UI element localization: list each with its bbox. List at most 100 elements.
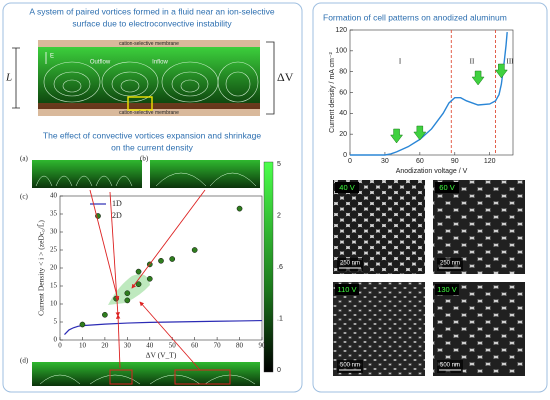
y-tick-label: 20: [339, 131, 347, 138]
scale-label: 500 nm: [440, 363, 460, 369]
data-point: [79, 321, 86, 328]
x-axis-label: Anodization voltage / V: [396, 168, 468, 175]
y-tick-label: 80: [339, 69, 347, 76]
data-point: [236, 205, 243, 212]
pointer-arrow: [139, 301, 201, 371]
data-point: [146, 275, 153, 282]
legend-label: 2D: [112, 211, 122, 220]
y-tick-label: 40: [50, 192, 58, 200]
panel-title: Formation of cell patterns on anodized a…: [323, 12, 507, 22]
colorbar-label: 2: [277, 212, 281, 219]
y-tick-label: 0: [54, 336, 58, 344]
arrow: [471, 70, 485, 86]
voltage-label: 40 V: [339, 183, 354, 192]
panel-label: (a): [20, 155, 28, 163]
scale-label: 250 nm: [440, 261, 460, 267]
pointer-arrow: [89, 189, 120, 301]
label-box: [335, 284, 359, 295]
arrow: [390, 128, 404, 144]
x-tick-label: 0: [58, 342, 62, 350]
x-tick-label: 70: [214, 342, 222, 350]
panel-label: (b): [140, 155, 149, 163]
data-point: [102, 311, 108, 318]
simulation-image: [32, 362, 260, 386]
data-line: [350, 32, 508, 156]
colorbar-labels: 5 2 .6 .1 0: [277, 161, 283, 374]
colorbar-label: 5: [277, 161, 281, 168]
region-label: II: [470, 58, 475, 66]
simulation-image: [150, 160, 260, 188]
x-tick-label: 10: [79, 342, 87, 350]
y-tick-label: 100: [335, 48, 347, 55]
highlight-box: [174, 369, 231, 385]
micrographs: 40 V 250 nm 60 V 250 nm 110 V 500 nm 130 V 500 …: [333, 180, 525, 376]
voltage-label: ΔV: [277, 70, 294, 84]
colorbar: [263, 161, 274, 373]
y-tick-label: 25: [50, 246, 58, 254]
height-label: L: [5, 72, 12, 84]
voltage-label: 110 V: [337, 285, 356, 294]
x-tick-label: 20: [101, 342, 109, 350]
outflow-label: Outflow: [90, 60, 111, 66]
data-point: [191, 247, 198, 253]
x-tick-label: 80: [236, 342, 244, 350]
y-axis-label: Current density / mA cm⁻²: [329, 51, 336, 132]
arrow: [413, 125, 427, 141]
highlight-box: [109, 369, 133, 385]
arrow: [494, 63, 508, 79]
data-point: [124, 290, 131, 297]
y-tick-label: 40: [339, 110, 347, 117]
x-tick-label: 30: [124, 342, 132, 350]
y-tick-label: 60: [339, 89, 347, 96]
x-tick-label: 60: [191, 342, 199, 350]
data-line: [64, 319, 263, 336]
label-box: [335, 182, 359, 193]
panel-title: A system of paired vortices formed in a …: [29, 6, 274, 16]
y-tick-label: 20: [50, 264, 58, 272]
y-tick-label: 0: [343, 152, 347, 159]
legend-label: 1D: [112, 199, 122, 208]
data-point: [169, 256, 176, 262]
x-axis-label: ΔV (V_T): [146, 351, 177, 360]
y-tick-label: 10: [50, 300, 58, 308]
y-axis-label: Current Density < i > (zeDc₀/L̃): [36, 220, 45, 316]
data-point: [124, 297, 131, 304]
field-label: E: [50, 54, 54, 60]
inflow-label: Inflow: [152, 60, 168, 66]
data-point: [158, 257, 164, 264]
y-tick-label: 120: [335, 27, 347, 34]
panel-subtitle: on the current density: [111, 142, 193, 152]
y-tick-label: 5: [54, 318, 58, 326]
pointer-arrow: [131, 189, 206, 289]
x-tick-label: 60: [416, 158, 424, 165]
scale-label: 250 nm: [340, 261, 360, 267]
membrane-label: cation-selective membrane: [119, 41, 179, 47]
colorbar-label: .6: [277, 264, 283, 271]
pointer-arrow: [109, 191, 121, 317]
simulation-image: [32, 160, 142, 188]
panel-label: (c): [20, 193, 28, 201]
y-tick-label: 15: [50, 282, 58, 290]
anodization-chart: 0 30 60 90 120 0 20 40 60 80 100 120 Anodization vol…: [329, 27, 514, 175]
x-tick-label: 90: [259, 342, 267, 350]
y-tick-label: 35: [50, 210, 58, 218]
voltage-label: 60 V: [439, 183, 454, 192]
region-label: III: [507, 58, 515, 66]
x-tick-label: 50: [169, 342, 177, 350]
x-tick-label: 30: [381, 158, 389, 165]
x-tick-label: 90: [451, 158, 459, 165]
label-box: [435, 284, 459, 295]
membrane-label: cation-selective membrane: [119, 110, 179, 116]
voltage-label: 130 V: [437, 285, 457, 294]
y-tick-label: 30: [50, 228, 58, 236]
x-tick-label: 0: [348, 158, 352, 165]
panel-title: surface due to electroconvective instabi…: [72, 18, 232, 28]
panel-subtitle: The effect of convective vortices expans…: [43, 130, 261, 140]
x-tick-label: 40: [146, 342, 154, 350]
label-box: [435, 182, 459, 193]
colorbar-label: 0: [277, 367, 281, 374]
panel-label: (d): [20, 357, 29, 365]
vortex-diagram: [12, 40, 275, 116]
